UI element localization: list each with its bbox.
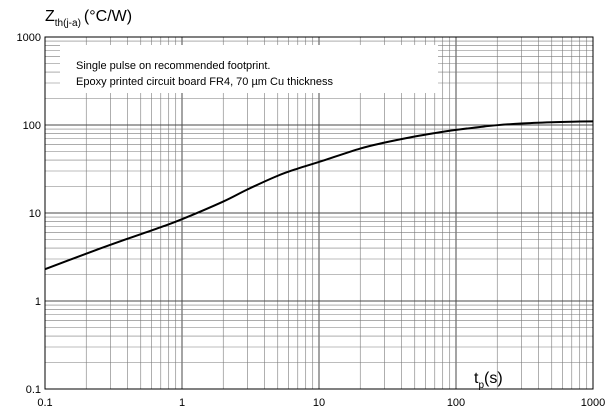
y-axis-title: Zth(j-a) (°C/W) — [45, 8, 132, 29]
y-tick-labels: 0.1 1 10 100 1000 — [17, 32, 41, 396]
y-tick-label: 100 — [23, 120, 41, 132]
x-axis-title-unit: (s) — [484, 370, 503, 387]
y-tick-label: 10 — [29, 208, 41, 220]
annotation-background — [60, 45, 438, 93]
x-tick-label: 100 — [447, 397, 465, 409]
x-tick-label: 0.1 — [37, 397, 52, 409]
y-tick-label: 1000 — [17, 32, 41, 44]
x-axis-title-subscript: p — [478, 380, 484, 391]
y-axis-title-subscript: th(j-a) — [55, 18, 81, 29]
annotation-line-2: Epoxy printed circuit board FR4, 70 µm C… — [76, 76, 334, 88]
y-axis-title-main: Z — [45, 8, 55, 25]
x-tick-labels: 0.1 1 10 100 1000 — [37, 397, 605, 409]
x-axis-title-main: t — [474, 370, 479, 387]
x-axis-title: tp(s) — [474, 370, 503, 391]
y-tick-label: 0.1 — [26, 384, 41, 396]
annotation-line-1: Single pulse on recommended footprint. — [76, 60, 270, 72]
annotation-box: Single pulse on recommended footprint. E… — [60, 45, 438, 93]
plot-frame — [44, 36, 594, 390]
y-tick-label: 1 — [35, 296, 41, 308]
y-axis-title-unit: (°C/W) — [84, 8, 132, 25]
x-tick-label: 1 — [179, 397, 185, 409]
x-tick-label: 1000 — [581, 397, 605, 409]
grid-lines — [44, 37, 593, 390]
x-tick-label: 10 — [313, 397, 325, 409]
impedance-curve — [44, 120, 594, 271]
